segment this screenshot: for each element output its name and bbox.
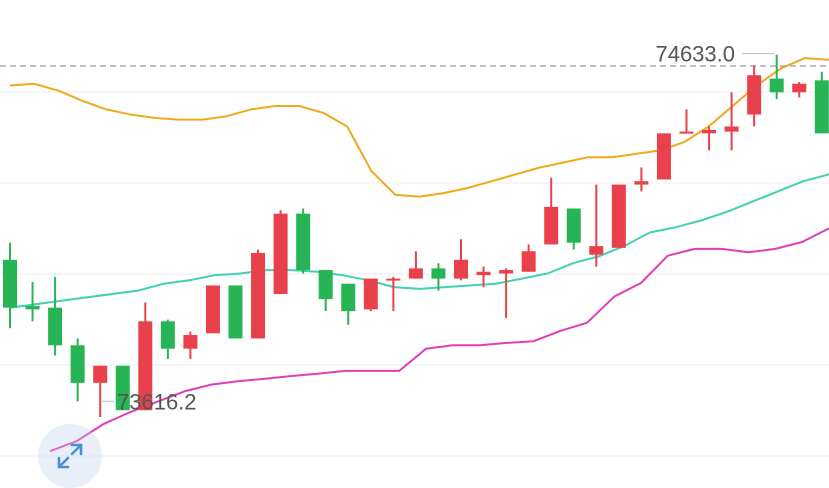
annotations: 74633.0 73616.2 (0, 42, 829, 414)
max-price-label: 74633.0 (655, 42, 735, 67)
candle (183, 331, 198, 359)
candle (341, 283, 356, 325)
candle-body (341, 283, 356, 312)
candle (589, 184, 604, 267)
candle (363, 278, 378, 312)
candle-body (363, 278, 378, 310)
candle-body (70, 345, 85, 383)
min-price-label: 73616.2 (117, 389, 197, 414)
candle (814, 71, 829, 134)
candle-body (183, 335, 198, 349)
candle-body (814, 80, 829, 134)
candle-body (25, 305, 40, 310)
candle (724, 92, 739, 151)
candle-body (611, 184, 626, 248)
candle-body (160, 321, 175, 349)
candle-body (544, 206, 559, 245)
candle-body (251, 252, 266, 339)
candle (747, 64, 762, 127)
candle (656, 133, 671, 180)
candle-body (408, 268, 423, 279)
candle-body (792, 83, 807, 93)
ma-teal-line (9, 173, 829, 309)
candle (544, 177, 559, 245)
expand-icon (57, 443, 83, 469)
moving-average-lines (9, 57, 829, 453)
candle-body (318, 270, 333, 300)
candle-body (656, 133, 671, 180)
candles (3, 54, 829, 418)
candle-body (476, 271, 491, 276)
candle-body (747, 75, 762, 115)
candle (634, 167, 649, 192)
candle (386, 276, 401, 312)
candle-body (138, 321, 153, 411)
candle-body (431, 268, 446, 279)
candle-body (115, 365, 130, 411)
candle-body (273, 213, 288, 294)
candle-body (521, 251, 536, 272)
candle-body (386, 278, 401, 281)
candle-body (702, 129, 717, 134)
candle-body (454, 259, 468, 279)
candle (296, 208, 311, 274)
ma-pink-line (49, 227, 829, 453)
candle-body (566, 208, 581, 243)
candle-body (205, 285, 220, 334)
ma-yellow-line (9, 57, 829, 198)
candle (476, 266, 491, 288)
candle-body (769, 78, 784, 93)
candle-body (3, 259, 17, 308)
candle (25, 282, 40, 322)
candle (454, 239, 468, 281)
candle-body (296, 213, 311, 271)
candle-body (93, 365, 108, 383)
candle (93, 365, 108, 418)
candle (228, 285, 243, 339)
candle (521, 244, 536, 272)
candle (431, 263, 446, 291)
candle (566, 208, 581, 250)
expand-button[interactable] (38, 424, 102, 488)
candle-body (679, 131, 694, 134)
candle-body (724, 126, 739, 132)
candle (273, 210, 288, 294)
candle (251, 249, 266, 339)
candle (48, 276, 63, 356)
candle (160, 319, 175, 359)
candle-body (499, 270, 514, 274)
candle (205, 285, 220, 334)
candle (318, 270, 333, 312)
candle-body (228, 285, 243, 339)
candle (792, 82, 807, 98)
candle (499, 268, 514, 318)
candle-body (48, 307, 63, 346)
candle (138, 302, 153, 411)
candle (679, 109, 694, 134)
candle (408, 251, 423, 279)
candle (115, 365, 130, 411)
candle (702, 126, 717, 151)
candle (769, 54, 784, 100)
candle-body (589, 246, 604, 255)
candle (70, 338, 85, 402)
candle-body (634, 181, 649, 185)
candle (3, 242, 17, 329)
candle (611, 184, 626, 248)
